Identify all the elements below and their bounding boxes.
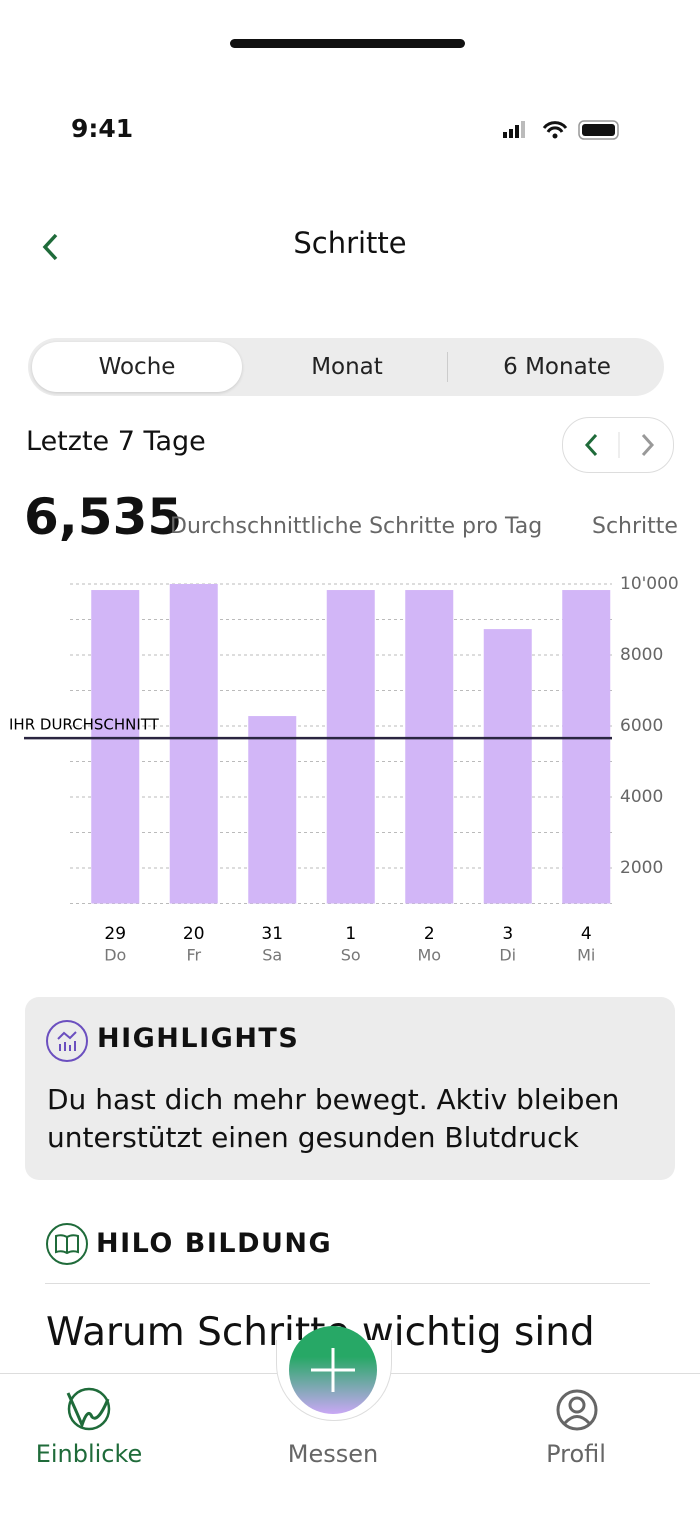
x-tick-weekday: Do [104, 946, 126, 965]
screen-title: Schritte [293, 226, 407, 260]
einblicke-icon[interactable] [62, 1385, 116, 1433]
back-button[interactable] [36, 230, 66, 264]
notch-bar [230, 39, 465, 48]
chart: 10'000 2000 4000 6000 8000 29 Do 20 Fr 31 Sa 1 So 2 Mo… [9, 574, 679, 965]
summary-label: Durchschnittliche Schritte pro Tag [170, 514, 543, 539]
y-tick-label: 6000 [620, 716, 663, 736]
bar [562, 590, 611, 904]
average-label: IHR DURCHSCHNITT [9, 716, 160, 734]
x-tick-weekday: Sa [262, 946, 282, 965]
highlights-icon [46, 1020, 88, 1062]
bar [248, 716, 297, 904]
bar [169, 584, 218, 904]
x-tick-label: 31 [261, 924, 283, 944]
x-tick-label: 2 [424, 924, 435, 944]
x-tick-weekday: Mi [577, 946, 595, 965]
axis-unit: Schritte [592, 514, 678, 539]
y-tick-label: 8000 [620, 645, 663, 665]
period-arrows[interactable] [563, 418, 673, 472]
x-tick-label: 3 [502, 924, 513, 944]
x-tick-weekday: Mo [417, 946, 441, 965]
highlights-card: HIGHLIGHTS Du hast dich mehr bewegt. Akt… [25, 997, 675, 1180]
x-tick-label: 20 [183, 924, 205, 944]
divider [45, 1283, 650, 1284]
bar [326, 590, 375, 904]
segment-option[interactable]: Woche [32, 342, 242, 392]
x-tick-weekday: So [341, 946, 361, 965]
tab-label[interactable]: Profil [546, 1440, 606, 1468]
y-tick-label: 4000 [620, 787, 663, 807]
education-title: HILO BILDUNG [96, 1228, 333, 1259]
tab-label[interactable]: Einblicke [35, 1440, 143, 1468]
x-tick-label: 29 [104, 924, 126, 944]
x-tick-weekday: Di [499, 946, 516, 965]
tab-label[interactable]: Messen [287, 1440, 379, 1468]
status-time: 9:41 [71, 114, 134, 143]
segment-option[interactable]: 6 Monate [503, 354, 611, 380]
education-icon [46, 1223, 88, 1265]
highlights-text: Du hast dich mehr bewegt. Aktiv bleiben … [47, 1083, 620, 1154]
x-tick-label: 4 [581, 924, 592, 944]
status-icons [503, 120, 619, 140]
highlights-title: HIGHLIGHTS [97, 1023, 300, 1054]
x-tick-label: 1 [345, 924, 356, 944]
add-button[interactable] [288, 1326, 378, 1416]
y-tick-label: 10'000 [620, 574, 679, 594]
period-label: Letzte 7 Tage [26, 426, 206, 457]
bar [483, 629, 532, 904]
y-tick-label: 2000 [620, 858, 663, 878]
segment-option[interactable]: Monat [311, 354, 383, 380]
summary-value: 6,535 [24, 488, 183, 546]
divider [447, 352, 448, 382]
profil-icon[interactable] [555, 1388, 599, 1432]
bar [405, 590, 454, 904]
bar [91, 590, 140, 904]
x-tick-weekday: Fr [186, 946, 201, 965]
period-nav [562, 417, 674, 473]
